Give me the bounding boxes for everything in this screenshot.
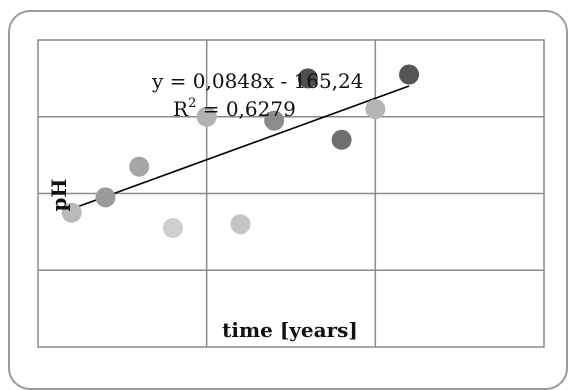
r-squared-prefix: R	[173, 97, 189, 121]
data-point	[264, 110, 285, 131]
grid-lines	[38, 40, 544, 347]
data-point	[129, 156, 150, 177]
data-point	[365, 99, 386, 120]
r-squared-value: = 0,6279	[196, 97, 295, 121]
data-point	[196, 106, 217, 127]
data-point	[331, 129, 352, 150]
scatter-chart: y = 0,0848x - 165,24 R2 = 0,6279 time [y…	[37, 39, 545, 348]
data-point	[297, 68, 318, 89]
x-axis-label: time [years]	[222, 318, 358, 342]
data-points	[61, 64, 420, 239]
y-axis-label: pH	[47, 179, 71, 212]
equation-label: y = 0,0848x - 165,24	[151, 69, 363, 93]
data-point	[230, 214, 251, 235]
trendline	[71, 85, 410, 210]
data-point	[162, 218, 183, 239]
r-squared-label: R2 = 0,6279	[173, 96, 296, 121]
data-point	[95, 187, 116, 208]
r-squared-superscript: 2	[188, 96, 196, 111]
data-point	[61, 202, 82, 223]
data-point	[399, 64, 420, 85]
